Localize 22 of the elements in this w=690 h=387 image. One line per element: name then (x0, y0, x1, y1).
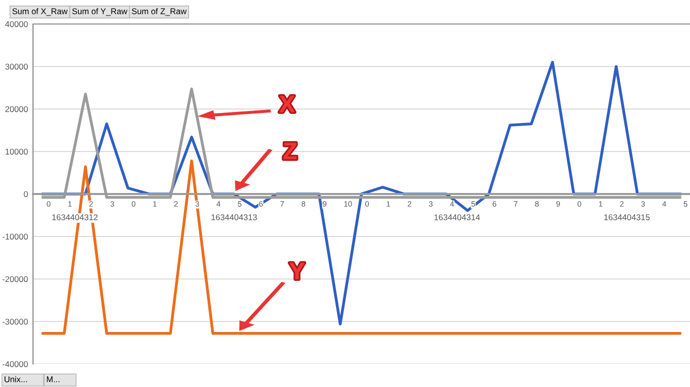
annotation: Z (283, 142, 297, 160)
y-tick-label: -30000 (2, 318, 28, 325)
text: Sum of Y_Raw (72, 8, 128, 16)
annotation: 1634404315 (604, 214, 650, 220)
y-tick-label: 20000 (5, 106, 28, 112)
text: Sum of X_Raw (12, 8, 68, 16)
y-tick-label: 30000 (5, 64, 28, 70)
y-tick-label: -10000 (2, 234, 28, 240)
text: Unix... (4, 376, 27, 382)
y-tick-label: 40000 (5, 21, 28, 28)
annotation: 1634404314 (434, 214, 480, 220)
y-tick-label: 10000 (6, 148, 28, 155)
text: Sum of Z_Raw (132, 8, 187, 16)
y-tick-label: -40000 (2, 361, 28, 368)
annotation: X (279, 96, 295, 112)
line-series (42, 60, 682, 326)
annotation: 1634404312 (52, 214, 98, 220)
text: M... (46, 376, 60, 382)
y-tick-label: -20000 (2, 276, 28, 282)
y-tick-label: 0 (24, 191, 28, 198)
annotation: Y (290, 262, 304, 280)
annotation: 1634404313 (212, 214, 257, 220)
